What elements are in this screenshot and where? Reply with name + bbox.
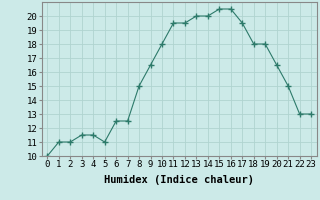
X-axis label: Humidex (Indice chaleur): Humidex (Indice chaleur) — [104, 175, 254, 185]
